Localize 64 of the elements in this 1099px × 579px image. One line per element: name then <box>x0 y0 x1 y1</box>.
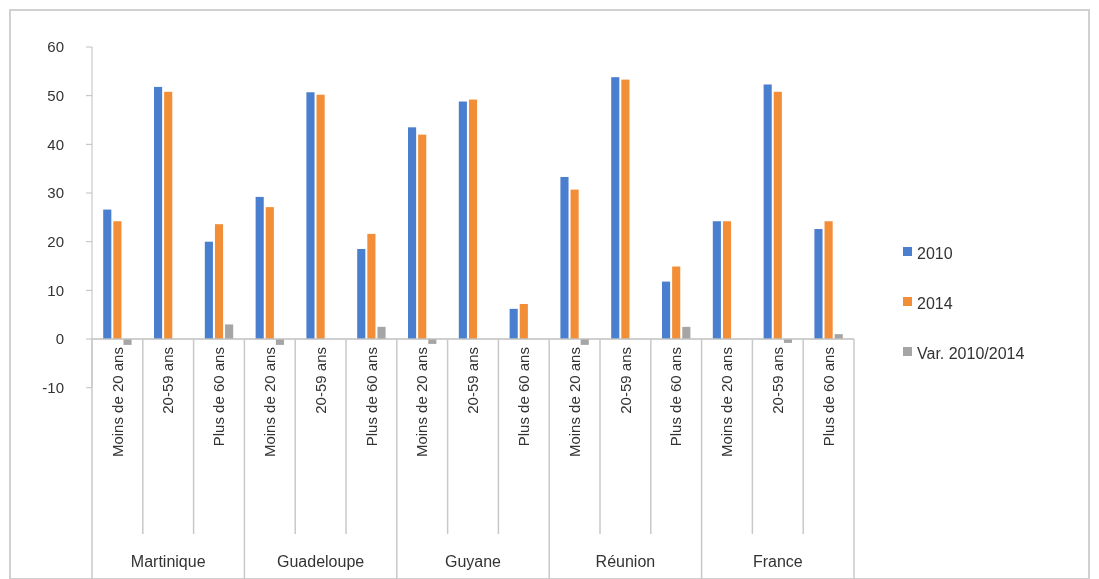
bar <box>255 196 264 340</box>
x-tick-label: Moins de 20 ans <box>718 347 736 458</box>
y-tick-label: 50 <box>47 86 64 104</box>
y-tick-label: 30 <box>47 184 64 202</box>
text: France <box>752 553 803 570</box>
text: Réunion <box>595 553 656 570</box>
bar <box>621 79 630 340</box>
x-tick-label: 20-59 ans <box>769 347 787 414</box>
bar <box>408 127 417 340</box>
text: Martinique <box>130 553 206 570</box>
legend-label: 2010 <box>917 244 953 262</box>
bar <box>377 326 386 340</box>
bar <box>611 77 620 340</box>
text: Guyane <box>444 553 502 570</box>
x-tick-label: Plus de 60 ans <box>515 347 533 447</box>
bar <box>560 176 569 340</box>
bar <box>103 209 112 340</box>
bar <box>204 241 213 340</box>
x-tick-label: 20-59 ans <box>311 347 329 414</box>
bar <box>570 189 579 340</box>
x-tick-label: Plus de 60 ans <box>362 347 380 447</box>
text: Guadeloupe <box>277 553 365 570</box>
y-tick-label: 0 <box>55 330 64 348</box>
x-tick-label: Moins de 20 ans <box>261 347 279 458</box>
x-tick-label: Moins de 20 ans <box>413 347 431 458</box>
bar <box>662 281 671 340</box>
bar <box>773 91 782 340</box>
x-tick-label: 20-59 ans <box>616 347 634 414</box>
bar <box>458 101 467 340</box>
bar <box>316 94 325 340</box>
x-tick-label: Plus de 60 ans <box>667 347 685 447</box>
bar <box>824 221 833 340</box>
bar <box>763 84 772 340</box>
legend-label: 2014 <box>917 294 953 312</box>
y-tick-label: 20 <box>47 232 64 250</box>
bar <box>722 221 732 340</box>
x-tick-label: 20-59 ans <box>159 347 177 414</box>
legend-label: Var. 2010/2014 <box>917 344 1025 362</box>
bar <box>367 233 376 340</box>
bar <box>164 91 173 340</box>
bar <box>154 86 163 340</box>
bar <box>468 99 478 340</box>
bar <box>113 221 122 340</box>
bar <box>265 207 274 340</box>
bar <box>306 92 315 340</box>
x-tick-label: 20-59 ans <box>464 347 482 414</box>
bar <box>357 248 366 340</box>
bar <box>214 224 224 340</box>
bar <box>225 324 234 340</box>
x-tick-label: Plus de 60 ans <box>819 347 837 447</box>
bar <box>672 266 681 340</box>
bar <box>814 229 823 340</box>
y-tick-label: 40 <box>47 135 64 153</box>
bar <box>123 339 132 345</box>
bar <box>712 221 721 340</box>
x-tick-label: Moins de 20 ans <box>565 347 583 458</box>
bar <box>418 134 427 340</box>
y-tick-label: -10 <box>42 378 64 396</box>
y-tick-label: 60 <box>47 38 64 56</box>
bar <box>519 303 528 340</box>
x-tick-label: Plus de 60 ans <box>210 347 228 447</box>
x-tick-label: Moins de 20 ans <box>108 347 126 458</box>
y-tick-label: 10 <box>47 281 64 299</box>
bar <box>509 308 518 340</box>
